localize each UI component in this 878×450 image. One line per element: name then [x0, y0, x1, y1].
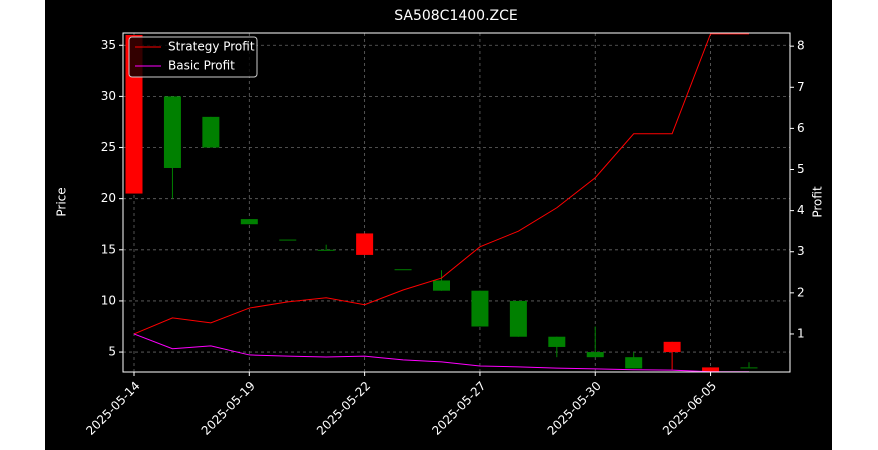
y-tick-label: 30 [101, 89, 116, 103]
candle-body [740, 367, 758, 369]
profit-line [133, 33, 749, 335]
candle-body [240, 219, 258, 225]
y2-tick-label: 8 [797, 39, 805, 53]
y2-tick-label: 4 [797, 203, 805, 217]
y2-tick-label: 6 [797, 121, 805, 135]
candle-body [163, 96, 181, 168]
candle-body [625, 357, 643, 369]
chart-title: SA508C1400.ZCE [394, 8, 518, 24]
candle-body [279, 239, 297, 241]
candle-body [202, 116, 220, 148]
y-axis-label: Price [55, 187, 69, 216]
legend-label: Basic Profit [168, 59, 235, 73]
y-tick-label: 5 [108, 345, 116, 359]
y2-tick-label: 7 [797, 80, 805, 94]
y2-tick-label: 1 [797, 326, 805, 340]
candle-body [356, 233, 374, 255]
y2-axis-label: Profit [811, 186, 825, 218]
y2-tick-label: 5 [797, 162, 805, 176]
candle-body [702, 367, 720, 372]
y-tick-label: 25 [101, 140, 116, 154]
y2-tick-label: 2 [797, 285, 805, 299]
candle-body [394, 269, 412, 271]
candle-body [509, 300, 527, 337]
profit-line [133, 333, 749, 372]
candle-body [317, 249, 335, 251]
y-tick-label: 35 [101, 38, 116, 52]
candle-body [471, 290, 489, 327]
candle-body [586, 352, 604, 358]
plot-frame [122, 32, 791, 373]
legend-label: Strategy Profit [168, 40, 255, 54]
y-tick-label: 20 [101, 191, 116, 205]
candle-body [663, 341, 681, 353]
y-tick-label: 10 [101, 293, 116, 307]
y2-tick-label: 3 [797, 244, 805, 258]
candle-body [433, 280, 450, 291]
candle-body [548, 336, 566, 347]
y-tick-label: 15 [101, 242, 116, 256]
